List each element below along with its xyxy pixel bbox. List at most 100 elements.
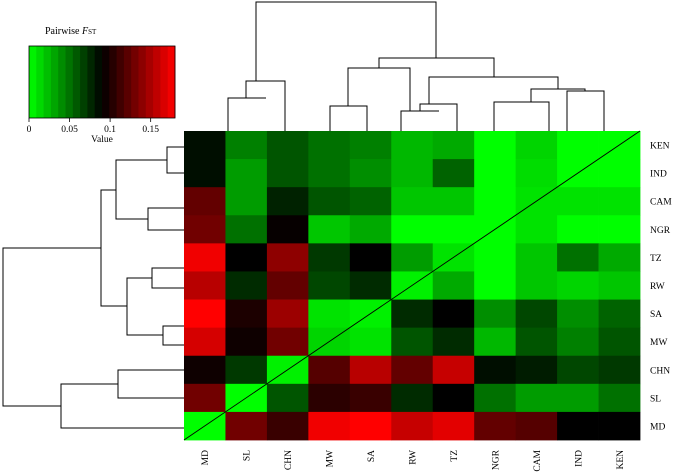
color-key-block	[160, 46, 169, 118]
heatmap-cell-sa-ngr	[474, 299, 517, 329]
heatmap-cell-chn-rw	[391, 355, 434, 385]
color-key-tick-label: 0.1	[104, 125, 116, 135]
color-key-block	[131, 46, 139, 118]
heatmap-cell-mw-md	[184, 327, 226, 357]
heatmap-cell-sa-rw	[391, 299, 434, 329]
row-label: SL	[650, 394, 661, 404]
heatmap-cell-tz-md	[184, 243, 226, 272]
heatmap-cell-md-ken	[598, 411, 641, 441]
heatmap-cell-rw-ngr	[474, 271, 517, 300]
column-label: SA	[367, 450, 377, 462]
color-key-block	[58, 46, 66, 118]
row-label: MW	[650, 338, 667, 348]
heatmap-cell-rw-tz	[432, 271, 475, 300]
heatmap-cell-chn-ken	[598, 355, 641, 385]
heatmap-cell-tz-chn	[266, 243, 309, 272]
row-label: MD	[650, 422, 665, 432]
color-key-block	[123, 46, 132, 118]
heatmap-cell-chn-sl	[225, 355, 268, 385]
color-key-block	[116, 46, 125, 118]
heatmap-cell-ngr-rw	[391, 215, 434, 244]
heatmap-cell-rw-ken	[598, 271, 641, 300]
color-key-label: Value	[91, 135, 113, 145]
heatmap-cell-sa-ken	[598, 299, 641, 329]
color-key-block	[87, 46, 96, 118]
heatmap-cell-cam-sl	[225, 187, 268, 216]
heatmap-cell-ken-tz	[432, 131, 475, 160]
heatmap-cell-ken-md	[184, 131, 226, 160]
heatmap-cell-mw-ind	[557, 327, 599, 357]
heatmap-cell-ind-mw	[308, 159, 351, 188]
column-label: RW	[409, 450, 419, 465]
heatmap-cell-md-chn	[266, 411, 309, 441]
heatmap-cell-ngr-cam	[515, 215, 558, 244]
heatmap-cell-ind-chn	[266, 159, 309, 188]
heatmap-cell-rw-cam	[515, 271, 558, 300]
heatmap-cell-ind-rw	[391, 159, 434, 188]
color-key-block	[50, 46, 59, 118]
heatmap-cell-ngr-sa	[349, 215, 392, 244]
heatmap-cell-mw-ken	[598, 327, 641, 357]
column-label: SL	[243, 450, 253, 461]
color-key-tick-label: 0	[27, 125, 32, 135]
heatmap-cell-tz-sa	[349, 243, 392, 272]
heatmap-cell-ngr-ind	[557, 215, 599, 244]
column-labels: MD SL CHN MW SA RW TZ NGR CAM IND KEN	[201, 449, 626, 471]
color-key-block	[80, 46, 88, 118]
heatmap-cell-sl-rw	[391, 383, 434, 413]
heatmap-cell-ngr-mw	[308, 215, 351, 244]
heatmap-cell-sl-ken	[598, 383, 641, 413]
heatmap-cell-mw-rw	[391, 327, 434, 357]
heatmap-cell-ken-sl	[225, 131, 268, 160]
heatmap-cell-ken-sa	[349, 131, 392, 160]
column-label: NGR	[491, 449, 501, 470]
row-label: NGR	[650, 226, 671, 236]
column-label: CAM	[533, 449, 543, 471]
color-key-tick-label: 0.15	[142, 125, 159, 135]
heatmap-cell-md-sa	[349, 411, 392, 441]
heatmap-cell-md-sl	[225, 411, 268, 441]
heatmap-cell-md-ind	[557, 411, 599, 441]
row-label: SA	[650, 310, 662, 320]
heatmap-cell-mw-chn	[266, 327, 309, 357]
heatmap-cell-md-ngr	[474, 411, 517, 441]
color-key-block	[43, 46, 52, 118]
column-label: KEN	[616, 450, 626, 470]
color-key-block	[94, 46, 103, 118]
color-key-block	[29, 46, 37, 118]
heatmap-cell-tz-ind	[557, 243, 599, 272]
color-key: Pairwise FST 0 0.05 0.1 0.15 Value	[27, 26, 176, 145]
heatmap-cell-mw-ngr	[474, 327, 517, 357]
heatmap-cell-sa-md	[184, 299, 226, 329]
heatmap-cell-tz-ngr	[474, 243, 517, 272]
heatmap-cell-ngr-md	[184, 215, 226, 244]
heatmap-cell-sa-mw	[308, 299, 351, 329]
column-label: IND	[574, 450, 584, 467]
heatmap-cell-chn-md	[184, 355, 226, 385]
row-label: CHN	[650, 366, 670, 376]
heatmap-cell-ken-cam	[515, 131, 558, 160]
heatmap-cell-sl-md	[184, 383, 226, 413]
heatmap-cell-chn-cam	[515, 355, 558, 385]
heatmap-cell-sa-ind	[557, 299, 599, 329]
color-key-block	[109, 46, 117, 118]
heatmap-cell-cam-ind	[557, 187, 599, 216]
heatmap-cell-sa-chn	[266, 299, 309, 329]
heatmap-cell-ken-ind	[557, 131, 599, 160]
color-key-block	[102, 46, 110, 118]
color-key-bar	[29, 46, 176, 118]
row-dendrogram	[2, 146, 184, 429]
heatmap-cell-sl-sa	[349, 383, 392, 413]
heatmap-cell-mw-sl	[225, 327, 268, 357]
heatmap-cell-chn-sa	[349, 355, 392, 385]
heatmap-cell-sl-tz	[432, 383, 475, 413]
heatmap-cell-cam-mw	[308, 187, 351, 216]
heatmap-cell-sl-chn	[266, 383, 309, 413]
heatmap-cell-md-mw	[308, 411, 351, 441]
heatmap-cell-ind-md	[184, 159, 226, 188]
heatmap-cell-tz-rw	[391, 243, 434, 272]
heatmap-cell-chn-mw	[308, 355, 351, 385]
heatmap-cell-ken-chn	[266, 131, 309, 160]
heatmap-cell-chn-ind	[557, 355, 599, 385]
